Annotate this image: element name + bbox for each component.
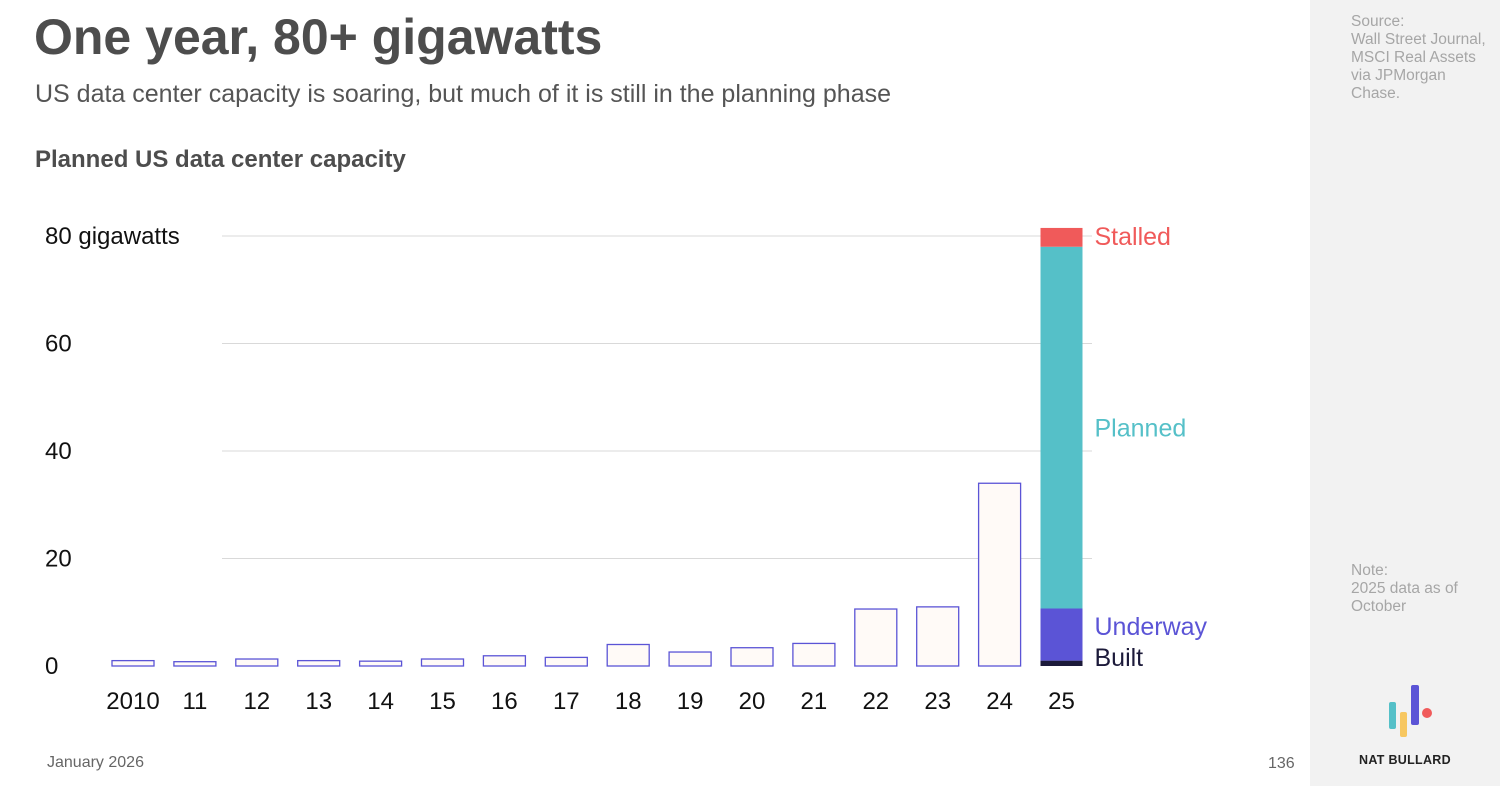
bar-15 xyxy=(420,658,465,667)
y-tick-label: 60 xyxy=(45,331,72,358)
y-axis-ticks: 0 20 40 60 80 gigawatts xyxy=(45,223,180,680)
nat-bullard-logo-icon xyxy=(1389,685,1432,737)
segment-label-stalled: Stalled xyxy=(1095,223,1171,251)
chart-title: Planned US data center capacity xyxy=(35,146,406,173)
stacked-segment-underway xyxy=(1040,608,1083,661)
bar-22 xyxy=(854,608,898,667)
x-tick-label: 15 xyxy=(429,688,456,715)
x-tick-label: 21 xyxy=(801,688,828,715)
capacity-bar-chart: 0 20 40 60 80 gigawatts 2010 11 12 13 14 15 16 17 18… xyxy=(45,223,1208,715)
segment-label-planned: Planned xyxy=(1095,415,1187,443)
x-tick-label: 17 xyxy=(553,688,580,715)
brand-name: NAT BULLARD xyxy=(1359,753,1451,767)
y-tick-label: 0 xyxy=(45,653,58,680)
gridlines xyxy=(222,235,1092,559)
y-tick-label: 20 xyxy=(45,546,72,573)
bar-21 xyxy=(792,642,836,667)
bar-11 xyxy=(173,661,217,667)
bar-20 xyxy=(730,647,774,667)
page-number: 136 xyxy=(1268,755,1295,772)
x-tick-label: 13 xyxy=(305,688,332,715)
source-note: Source: Wall Street Journal, MSCI Real A… xyxy=(1351,13,1486,102)
bar-17 xyxy=(544,656,588,667)
y-tick-label: 80 gigawatts xyxy=(45,223,180,250)
bar-19 xyxy=(668,651,712,667)
x-axis-ticks: 2010 11 12 13 14 15 16 17 18 19 20 21 22 23 24 25 xyxy=(106,688,1075,715)
segment-label-built: Built xyxy=(1095,644,1144,672)
bar-14 xyxy=(358,660,403,667)
segment-label-underway: Underway xyxy=(1095,613,1208,641)
x-tick-label: 24 xyxy=(986,688,1013,715)
bar-18 xyxy=(606,643,650,667)
x-tick-label: 18 xyxy=(615,688,642,715)
bar-13 xyxy=(297,659,341,667)
x-tick-label: 23 xyxy=(924,688,951,715)
segment-labels: Built Underway Planned Stalled xyxy=(1095,223,1208,672)
stacked-segment-planned xyxy=(1040,246,1083,609)
footer-date: January 2026 xyxy=(47,754,144,771)
stacked-segment-stalled xyxy=(1040,227,1083,247)
side-panel: Source: Wall Street Journal, MSCI Real A… xyxy=(1310,0,1500,786)
bar-23 xyxy=(916,606,960,667)
x-tick-label: 11 xyxy=(182,688,207,715)
bar-16 xyxy=(482,655,527,667)
x-tick-label: 25 xyxy=(1048,688,1075,715)
bars xyxy=(111,227,1083,667)
bar-24 xyxy=(977,482,1022,667)
page-subtitle: US data center capacity is soaring, but … xyxy=(35,80,892,108)
data-note: Note: 2025 data as of October xyxy=(1351,562,1458,615)
x-tick-label: 22 xyxy=(862,688,889,715)
page-title: One year, 80+ gigawatts xyxy=(34,9,603,65)
x-tick-label: 16 xyxy=(491,688,518,715)
bar-12 xyxy=(235,658,279,667)
x-tick-label: 19 xyxy=(677,688,704,715)
x-tick-label: 20 xyxy=(739,688,766,715)
x-tick-label: 2010 xyxy=(106,688,159,715)
stacked-segment-built xyxy=(1040,660,1083,666)
bar-2010 xyxy=(111,659,155,667)
x-tick-label: 14 xyxy=(367,688,394,715)
x-tick-label: 12 xyxy=(243,688,270,715)
y-tick-label: 40 xyxy=(45,438,72,465)
